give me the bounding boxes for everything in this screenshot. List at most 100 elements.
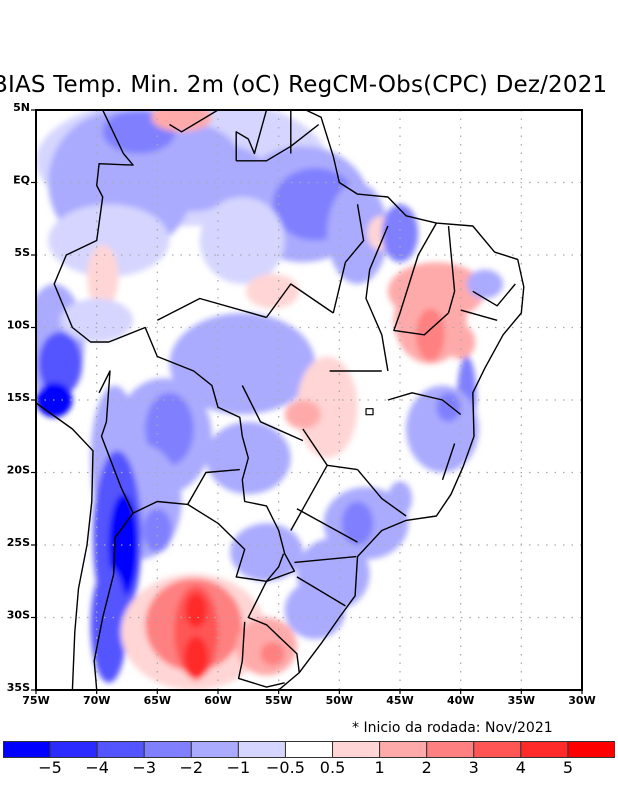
bias-contour: [245, 273, 300, 309]
bias-contour: [142, 508, 172, 553]
bias-contour: [38, 331, 83, 396]
colorbar: [3, 741, 615, 758]
uruguay-argentina-border: [241, 621, 246, 662]
lat-tick-label: 5N: [13, 101, 30, 114]
chile-argentina-border: [93, 512, 134, 689]
colorbar-label: −1: [226, 758, 251, 777]
lat-tick-label: 35S: [7, 681, 30, 694]
colorbar-label: −0.5: [266, 758, 305, 777]
federal-district: [365, 408, 374, 416]
bias-contour: [296, 356, 358, 458]
state-border-mt-ms: [241, 385, 304, 442]
country-borders: [37, 111, 525, 689]
colorbar-swatch: [237, 741, 286, 758]
colorbar-swatch: [520, 741, 569, 758]
state-border-ms-pr: [290, 464, 328, 531]
bias-contour: [218, 320, 291, 379]
lon-tick-label: 65W: [144, 694, 171, 707]
colorbar-swatch: [143, 741, 192, 758]
colorbar-swatch: [332, 741, 381, 758]
bias-contour: [151, 111, 212, 132]
colorbar-swatch: [567, 741, 615, 758]
state-border-ma-pi: [393, 222, 449, 336]
state-border-mg-sp: [356, 469, 407, 517]
lon-tick-label: 50W: [326, 694, 353, 707]
bias-contour: [185, 592, 208, 628]
colorbar-label: 3: [468, 758, 479, 777]
colorbar-swatch: [284, 741, 334, 758]
lon-tick-label: 40W: [447, 694, 474, 707]
colorbar-label: −3: [132, 758, 157, 777]
state-border-pa-to: [332, 204, 365, 314]
bias-contour: [415, 308, 445, 361]
colorbar-swatch: [473, 741, 522, 758]
colorbar-label: 1: [374, 758, 385, 777]
colorbar-label: −2: [179, 758, 204, 777]
bias-contour: [327, 182, 388, 284]
bias-contour: [341, 501, 374, 545]
state-border-am-mt: [156, 297, 267, 321]
bias-contour: [48, 204, 170, 277]
bias-contours: [37, 111, 504, 689]
lat-tick-label: 10S: [7, 319, 30, 332]
guyana-border: [235, 111, 267, 161]
lon-tick-label: 60W: [204, 694, 231, 707]
lat-tick-label: 20S: [7, 464, 30, 477]
colorbar-label: 5: [562, 758, 574, 777]
bias-contour: [466, 269, 504, 299]
run-start-note: * Inicio da rodada: Nov/2021: [352, 720, 553, 736]
bias-contour: [184, 636, 209, 680]
lon-tick-label: 30W: [568, 694, 595, 707]
state-border-pa-mt: [265, 283, 334, 318]
brazil-border: [53, 111, 300, 673]
bias-field: [37, 111, 524, 689]
map-plot: 5N EQ 5S 10S 15S 20S 25S 30S 35S 75W 70W 65W 60W 55W…: [7, 101, 596, 707]
state-border-pi-ce: [447, 225, 456, 314]
bias-contour: [37, 382, 73, 418]
longitude-axis: 75W 70W 65W 60W 55W 50W 45W 40W 35W 30W: [22, 690, 596, 707]
colorbar-swatch: [379, 741, 428, 758]
colorbar-swatch: [426, 741, 475, 758]
state-border-ba-mg: [387, 392, 462, 416]
state-border-es: [441, 443, 456, 481]
lat-tick-label: 30S: [7, 609, 30, 622]
lon-tick-label: 55W: [265, 694, 292, 707]
colorbar-label: 2: [421, 758, 432, 777]
state-border-sc-rs: [296, 576, 346, 607]
state-border-ma-to: [365, 225, 389, 372]
bias-contour: [199, 197, 285, 284]
latitude-axis: 5N EQ 5S 10S 15S 20S 25S 30S 35S: [7, 101, 36, 694]
bias-contour: [381, 204, 419, 263]
bias-contour: [284, 581, 346, 640]
colorbar-swatch: [96, 741, 145, 758]
bias-contour: [90, 566, 127, 683]
lon-tick-label: 70W: [83, 694, 110, 707]
colorbar-label: −4: [85, 758, 109, 777]
colorbar-swatch: [190, 741, 239, 758]
guianas-border: [236, 123, 320, 162]
bias-contour: [436, 392, 461, 422]
state-border-pb-pe: [472, 283, 516, 307]
lat-tick-label: EQ: [13, 174, 30, 187]
state-border-pr-sc: [294, 555, 357, 564]
lat-tick-label: 5S: [14, 246, 30, 259]
uruguay-coast: [237, 660, 285, 688]
lon-tick-label: 45W: [386, 694, 413, 707]
lat-tick-label: 25S: [7, 536, 30, 549]
lon-tick-label: 35W: [508, 694, 535, 707]
chart-title: BIAS Temp. Min. 2m (oC) RegCM-Obs(CPC) D…: [0, 72, 608, 98]
colorbar-swatch: [3, 741, 51, 758]
state-border-pe-ba: [460, 309, 498, 321]
bias-contour: [193, 146, 267, 205]
colorbar-label: −5: [38, 758, 62, 777]
grid-lines: [36, 110, 582, 690]
venezuela-border: [169, 111, 218, 133]
coastline: [37, 111, 525, 689]
bias-contour: [60, 298, 134, 342]
bias-contour: [86, 244, 119, 309]
bolivia-border: [98, 370, 240, 514]
bias-contour: [108, 494, 138, 596]
colorbar-label: 0.5: [319, 758, 346, 777]
bias-contour: [260, 642, 285, 666]
bias-contour: [145, 392, 194, 466]
